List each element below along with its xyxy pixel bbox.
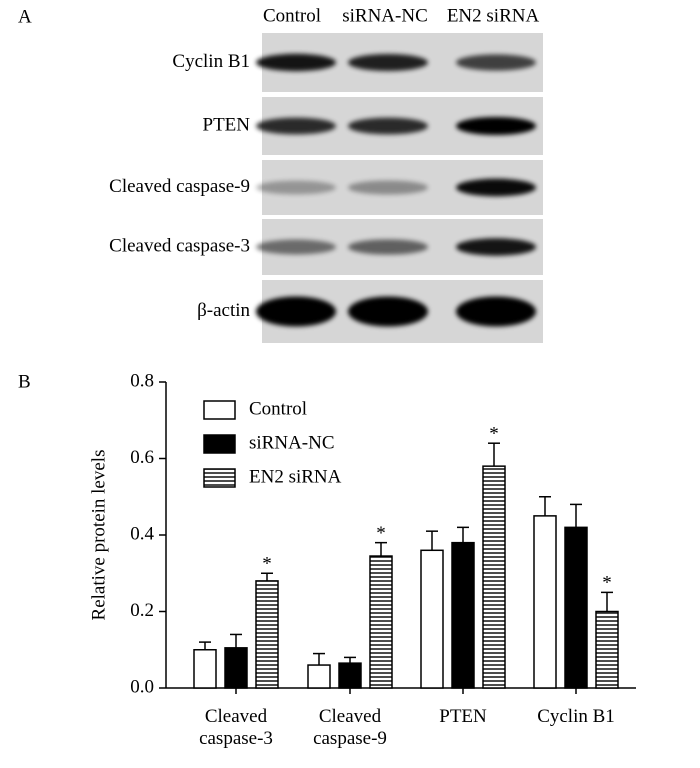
lane-label: Control bbox=[263, 5, 321, 26]
bar bbox=[193, 649, 217, 689]
bar bbox=[369, 555, 393, 689]
panel-label: A bbox=[18, 6, 32, 27]
bar bbox=[338, 662, 362, 689]
lane-label: siRNA-NC bbox=[342, 5, 428, 26]
significance-mark: * bbox=[489, 424, 499, 445]
y-axis-label: Relative protein levels bbox=[88, 450, 109, 621]
blot-band bbox=[456, 54, 536, 71]
blot-band bbox=[256, 180, 336, 195]
bar bbox=[482, 465, 506, 689]
bar bbox=[255, 580, 279, 689]
blot-band bbox=[348, 117, 428, 135]
lane-label: EN2 siRNA bbox=[447, 5, 540, 26]
blot-band bbox=[348, 180, 428, 195]
bar bbox=[564, 526, 588, 689]
blot-band bbox=[348, 296, 428, 327]
blot-band bbox=[256, 296, 336, 327]
blot-band bbox=[456, 117, 536, 135]
blot-band bbox=[348, 53, 428, 72]
y-tick-label: 0.4 bbox=[130, 523, 154, 544]
row-label: Cleaved caspase-9 bbox=[109, 176, 250, 197]
x-tick-label: PTEN bbox=[439, 706, 487, 727]
blot-band bbox=[456, 178, 536, 197]
legend-label: Control bbox=[249, 398, 307, 419]
significance-mark: * bbox=[376, 523, 386, 544]
bar bbox=[451, 541, 475, 689]
blot-band bbox=[348, 239, 428, 255]
legend-swatch bbox=[203, 468, 236, 488]
bar bbox=[533, 515, 557, 689]
bar bbox=[224, 647, 248, 689]
x-tick-label: Cyclin B1 bbox=[537, 706, 615, 727]
bar bbox=[595, 610, 619, 689]
row-label: β-actin bbox=[197, 300, 250, 321]
x-tick-label: Cleaved caspase-9 bbox=[313, 706, 387, 749]
panel-label: B bbox=[18, 371, 31, 392]
row-label: PTEN bbox=[203, 114, 251, 135]
blot-band bbox=[256, 117, 336, 135]
legend-swatch bbox=[203, 400, 236, 420]
y-tick-label: 0.8 bbox=[130, 370, 154, 391]
row-label: Cyclin B1 bbox=[172, 51, 250, 72]
row-label: Cleaved caspase-3 bbox=[109, 235, 250, 256]
y-tick-label: 0.0 bbox=[130, 676, 154, 697]
y-tick-label: 0.2 bbox=[130, 600, 154, 621]
blot-band bbox=[256, 53, 336, 72]
bar bbox=[307, 664, 331, 689]
blot-band bbox=[456, 296, 536, 327]
significance-mark: * bbox=[262, 554, 272, 575]
legend-label: siRNA-NC bbox=[249, 432, 335, 453]
x-tick-label: Cleaved caspase-3 bbox=[199, 706, 273, 749]
y-tick-label: 0.6 bbox=[130, 447, 154, 468]
blot-band bbox=[456, 238, 536, 256]
legend-swatch bbox=[203, 434, 236, 454]
bar bbox=[420, 549, 444, 689]
blot-band bbox=[256, 239, 336, 255]
significance-mark: * bbox=[602, 573, 612, 594]
legend-label: EN2 siRNA bbox=[249, 466, 342, 487]
